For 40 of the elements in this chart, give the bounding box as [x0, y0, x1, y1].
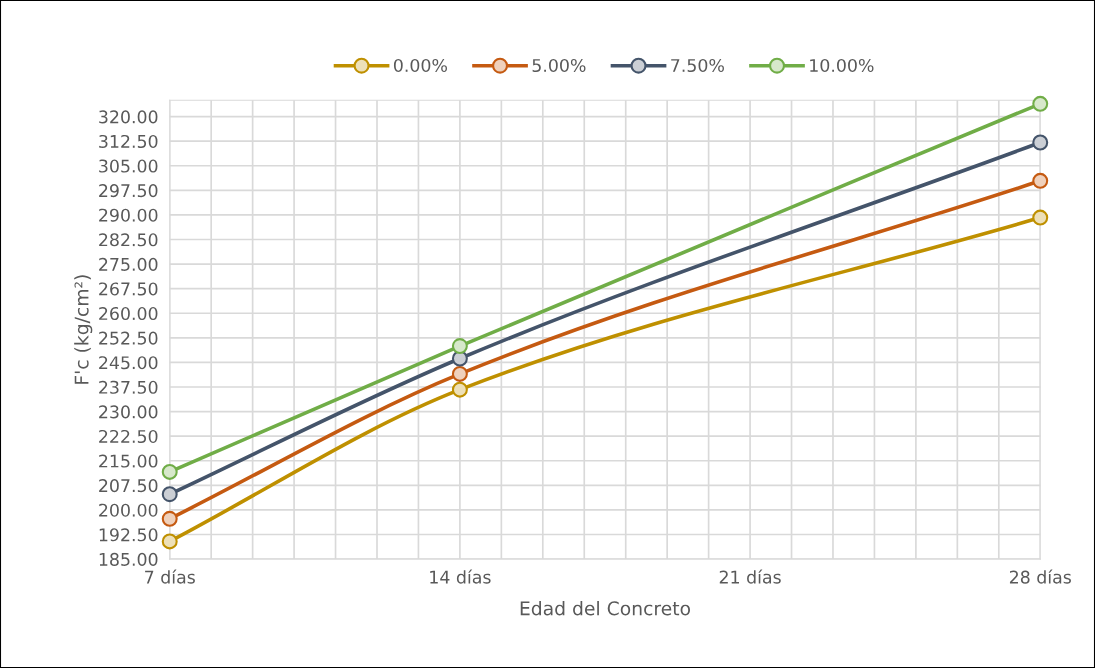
y-tick-label: 245.00 [99, 356, 158, 370]
point [1032, 209, 1049, 226]
y-tick-label: 215.00 [99, 454, 158, 468]
point [1032, 95, 1049, 112]
point [161, 486, 178, 503]
legend-label: 7.50% [671, 58, 724, 73]
y-tick-label: 260.00 [99, 306, 158, 321]
y-tick-label: 290.00 [99, 208, 158, 222]
x-tick-label: 14 días [430, 569, 491, 584]
y-tick-label: 185.00 [99, 552, 158, 566]
y-tick-label: 237.50 [99, 380, 158, 394]
point [161, 533, 178, 550]
y-tick-label: 297.50 [99, 184, 158, 198]
y-tick-label: 192.50 [99, 528, 158, 542]
y-tick-label: 200.00 [99, 503, 158, 517]
y-tick-label: 222.50 [99, 429, 158, 444]
y-tick-label: 207.50 [99, 479, 158, 493]
legend-label: 0.00% [393, 58, 447, 73]
y-tick-label: 305.00 [99, 159, 158, 173]
y-tick-label: 267.50 [99, 282, 158, 296]
y-tick-label: 252.50 [99, 331, 158, 345]
x-axis-title: Edad del Concreto [520, 600, 691, 616]
y-tick-label: 282.50 [99, 233, 158, 247]
point [451, 365, 468, 382]
point [161, 510, 178, 527]
y-tick-label: 275.00 [99, 257, 158, 271]
y-tick-label: 230.00 [99, 405, 158, 419]
legend-label: 10.00% [810, 58, 874, 73]
y-tick-label: 312.50 [99, 134, 158, 149]
legend-label: 5.00% [532, 58, 586, 73]
y-axis-title: F'c (kg/cm²) [74, 275, 93, 384]
x-tick-label: 28 días [1009, 569, 1071, 584]
x-tick-label: 21 días [719, 569, 781, 584]
point [451, 338, 468, 355]
y-tick-label: 320.00 [99, 110, 158, 124]
x-tick-label: 7 días [145, 569, 195, 584]
point [1032, 172, 1049, 189]
point [451, 381, 468, 398]
point [161, 463, 178, 480]
point [1032, 134, 1049, 151]
